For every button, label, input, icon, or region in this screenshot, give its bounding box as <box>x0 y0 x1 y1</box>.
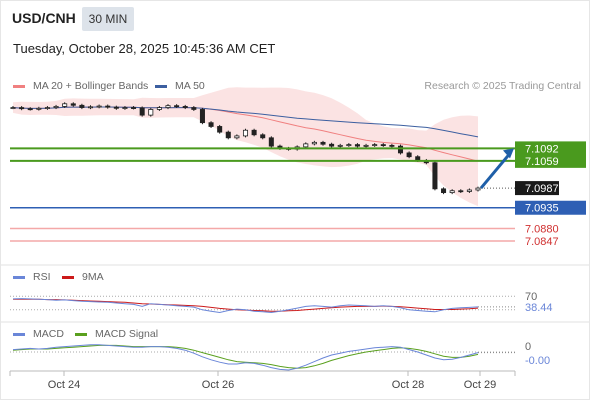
timestamp: Tuesday, October 28, 2025 10:45:36 AM CE… <box>13 41 276 56</box>
candle-body <box>441 188 447 194</box>
candle-body <box>199 109 205 124</box>
candle-body <box>148 109 154 116</box>
candle-body <box>70 103 76 106</box>
trend-arrow-head <box>503 148 514 159</box>
rsi-line <box>12 298 479 314</box>
rsi-swatch <box>13 276 25 279</box>
candle-body <box>320 141 326 145</box>
x-tick-label: Oct 24 <box>48 379 80 391</box>
target-level-text: 7.0880 <box>525 224 559 236</box>
candle-body <box>329 143 335 147</box>
macd-signal-swatch <box>75 333 87 336</box>
candle-body <box>432 162 438 190</box>
candle-body <box>174 105 180 108</box>
candle-body <box>27 108 33 111</box>
macd-legend-label: MACD <box>33 328 64 340</box>
candle-body <box>62 103 68 107</box>
resistance-label: 7.1059 <box>515 153 586 168</box>
candle-body <box>311 141 317 145</box>
support-level-text: 7.0935 <box>525 203 559 215</box>
candle-body <box>466 189 472 192</box>
resistance-label: 7.1092 <box>515 141 586 156</box>
candle-body <box>225 131 231 139</box>
macd-line <box>12 344 479 371</box>
candle-body <box>208 122 214 127</box>
x-tick-label: Oct 28 <box>392 379 424 391</box>
candle-body <box>217 126 223 133</box>
bollinger-band <box>13 87 478 207</box>
interval-button[interactable]: 30 MIN <box>82 7 134 31</box>
candle-body <box>363 144 369 147</box>
candle-body <box>36 107 42 110</box>
candle-body <box>19 107 25 110</box>
candle-body <box>303 143 309 148</box>
candle-body <box>234 135 240 139</box>
candle-body <box>79 104 85 108</box>
candle-body <box>10 107 16 109</box>
symbol-title: USD/CNH <box>12 10 76 26</box>
target-level-text: 7.0847 <box>525 236 559 248</box>
ma20-swatch <box>13 85 25 88</box>
resistance-level-text: 7.1059 <box>525 156 559 168</box>
candle-body <box>156 107 162 110</box>
rsi-ma-swatch <box>62 276 74 279</box>
rsi-tick-label: 70 <box>525 291 537 303</box>
candle-body <box>406 152 412 158</box>
candle-body <box>105 105 111 108</box>
candle-body <box>191 107 197 110</box>
resistance-level-text: 7.1092 <box>525 143 559 155</box>
candle-body <box>380 144 386 147</box>
candle-body <box>354 144 360 147</box>
last-price-label: 7.0987 <box>515 181 559 196</box>
candle-body <box>182 106 188 108</box>
candle-body <box>346 144 352 147</box>
candle-body <box>397 145 404 154</box>
candle-body <box>165 105 171 108</box>
x-tick-label: Oct 29 <box>464 379 496 391</box>
candle-body <box>251 129 257 136</box>
macd-signal-legend-label: MACD Signal <box>95 328 159 340</box>
macd-tick-label: 0 <box>525 341 531 353</box>
rsi-last-value: 38.44 <box>525 302 553 314</box>
candle-body <box>139 107 145 116</box>
trend-arrow-shaft <box>479 152 512 190</box>
candle-body <box>389 144 395 147</box>
macd-signal-line <box>12 344 479 369</box>
rsi-legend-label: RSI <box>33 271 51 283</box>
support-label: 7.0935 <box>515 200 586 215</box>
candle-body <box>44 107 50 109</box>
support-label-bg <box>515 200 586 215</box>
candle-body <box>268 137 274 147</box>
candle-body <box>122 107 128 109</box>
candle-body <box>337 144 343 147</box>
resistance-label-bg <box>515 141 586 156</box>
last-price-text: 7.0987 <box>525 183 559 195</box>
candle-body <box>53 106 59 108</box>
candle-body <box>260 134 266 139</box>
candle-body <box>131 107 137 109</box>
ma50-legend-label: MA 50 <box>175 80 205 92</box>
macd-last-value: -0.00 <box>525 355 550 367</box>
macd-swatch <box>13 333 25 336</box>
candle-body <box>113 106 119 109</box>
ma50-swatch <box>155 85 167 88</box>
candle-body <box>458 190 464 193</box>
candle-body <box>372 144 378 147</box>
resistance-label-bg <box>515 153 586 168</box>
candle-body <box>87 106 94 109</box>
last-price-bg <box>515 181 559 196</box>
ma20-legend-label: MA 20 + Bollinger Bands <box>33 80 149 92</box>
copyright-text: Research © 2025 Trading Central <box>424 80 581 92</box>
candle-body <box>242 129 249 137</box>
rsi-ma-legend-label: 9MA <box>82 271 104 283</box>
candle-body <box>449 190 455 194</box>
candle-body <box>96 105 102 108</box>
x-tick-label: Oct 26 <box>202 379 234 391</box>
